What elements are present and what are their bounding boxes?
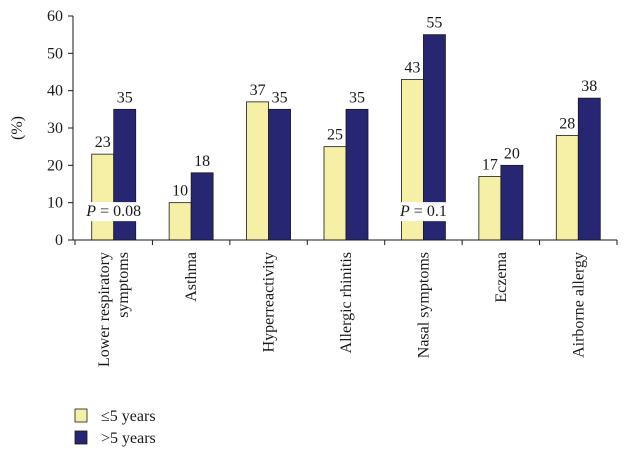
y-tick-label: 20 bbox=[47, 157, 63, 174]
data-label: 17 bbox=[482, 157, 498, 174]
bar-le5-5 bbox=[478, 176, 502, 241]
bar-le5-3 bbox=[323, 146, 347, 241]
category-label: Lower respiratory bbox=[96, 252, 113, 367]
p-value-box bbox=[81, 202, 146, 222]
y-tick-label: 0 bbox=[55, 232, 63, 249]
p-value-annotation: P = 0.08 bbox=[81, 202, 146, 222]
y-axis-title: (%) bbox=[9, 116, 26, 140]
data-label: 23 bbox=[95, 134, 111, 151]
bar-gt5-5 bbox=[500, 164, 524, 241]
category-label: Asthma bbox=[183, 252, 200, 302]
category-label: Hyperreactivity bbox=[261, 252, 278, 352]
bar-gt5-3 bbox=[345, 108, 369, 241]
bar-gt5-1 bbox=[190, 172, 214, 241]
category-label: Eczema bbox=[493, 252, 510, 303]
data-label: 35 bbox=[349, 89, 365, 106]
bar-le5-1 bbox=[168, 202, 192, 241]
bar-le5-6 bbox=[555, 135, 579, 241]
bar-gt5-2 bbox=[268, 108, 291, 241]
data-label: 43 bbox=[404, 59, 420, 76]
data-label: 20 bbox=[504, 145, 520, 162]
y-tick-label: 60 bbox=[47, 8, 63, 25]
category-label: Nasal symptoms bbox=[415, 252, 432, 358]
category-label: Airborne allergy bbox=[570, 252, 587, 358]
data-label: 35 bbox=[117, 89, 133, 106]
p-value-annotation: P = 0.1 bbox=[395, 202, 451, 222]
legend: ≤5 years >5 years bbox=[74, 408, 156, 447]
data-label: 35 bbox=[272, 89, 288, 106]
data-label: 18 bbox=[194, 153, 210, 170]
category-label: symptoms bbox=[115, 252, 132, 318]
data-label: 10 bbox=[172, 183, 188, 200]
bar-le5-2 bbox=[246, 101, 269, 241]
legend-label: ≤5 years bbox=[101, 408, 156, 425]
bar-le5-0 bbox=[91, 153, 115, 241]
p-value-text: P = 0.08 bbox=[85, 203, 141, 220]
y-tick-label: 50 bbox=[47, 45, 63, 62]
data-label: 38 bbox=[581, 78, 597, 95]
data-label: 55 bbox=[426, 15, 442, 32]
data-label: 25 bbox=[327, 127, 343, 144]
data-label: 28 bbox=[559, 115, 575, 132]
category-label: Allergic rhinitis bbox=[338, 252, 355, 353]
data-label: 37 bbox=[250, 82, 266, 99]
y-tick-label: 10 bbox=[47, 195, 63, 212]
y-tick-label: 30 bbox=[47, 120, 63, 137]
p-value-text: P = 0.1 bbox=[399, 203, 447, 220]
legend-label: >5 years bbox=[101, 430, 156, 447]
axis-layer: 0 10 20 30 40 50 60 Lower respiratory symptoms As… bbox=[9, 8, 618, 367]
legend-swatch bbox=[74, 430, 88, 445]
labels-layer: 23 35 10 18 37 35 25 35 43 55 17 20 28 38 P = 0.08 P = … bbox=[81, 15, 597, 222]
legend-swatch bbox=[74, 408, 88, 423]
p-value-box bbox=[395, 202, 451, 222]
bar-gt5-6 bbox=[577, 97, 601, 241]
y-tick-label: 40 bbox=[47, 83, 63, 100]
bars-layer bbox=[91, 34, 601, 241]
